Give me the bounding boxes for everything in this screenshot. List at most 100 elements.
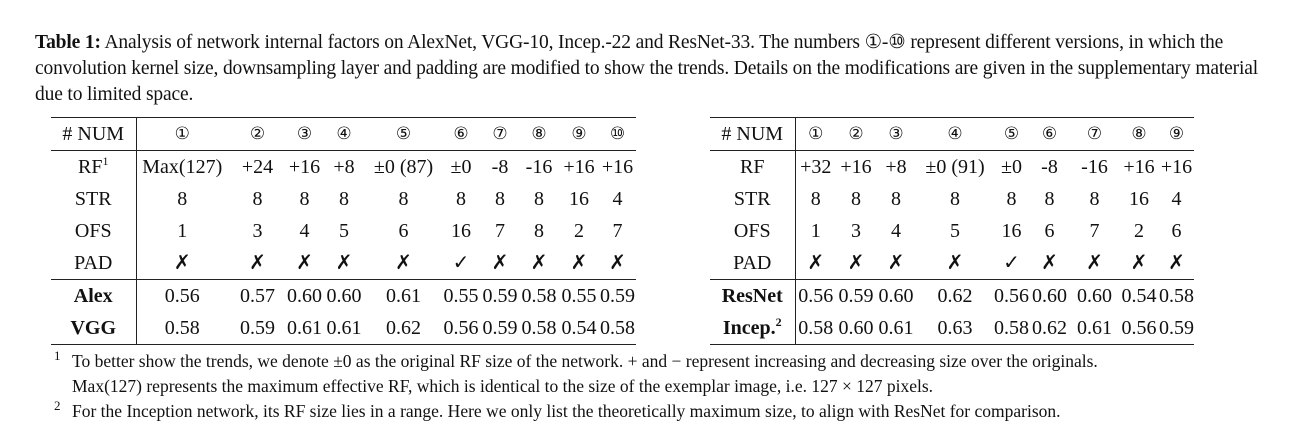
footnote: 1 To better show the trends, we denote ±0…	[52, 348, 1292, 399]
row-label-text: OFS	[733, 220, 771, 242]
table-cell: 0.60	[322, 279, 366, 312]
column-header: ②	[836, 117, 876, 151]
table-cell: 0.60	[1070, 279, 1119, 312]
table-cell: 0.56	[136, 279, 228, 312]
table-cell: 0.56	[795, 279, 836, 312]
footnote-marker: 1	[54, 348, 61, 363]
row-label-text: PAD	[74, 252, 113, 274]
column-header: ⑥	[1029, 117, 1070, 151]
table-cell: -16	[525, 156, 553, 178]
column-header: ③	[876, 117, 916, 151]
table-cell: 0.58	[519, 279, 559, 312]
table-cell: 8	[177, 188, 188, 210]
column-header: ⑩	[599, 117, 636, 151]
table-cell: 16	[451, 220, 471, 242]
table-cell: ±0	[450, 156, 472, 178]
table-cell: 8	[534, 188, 544, 210]
table-cell: 0.55	[441, 279, 481, 312]
table-cell: 8	[495, 188, 505, 210]
table-row: PAD ✗ ✗ ✗ ✗ ✗ ✓ ✗ ✗ ✗ ✗	[51, 247, 636, 280]
column-header: ⑦	[1070, 117, 1119, 151]
table-cell: 8	[1044, 188, 1055, 210]
table-cell: 0.60	[876, 279, 916, 312]
table-row: Alex 0.56 0.57 0.60 0.60 0.61 0.55 0.59 0.58 0.55…	[51, 279, 636, 312]
row-label: STR	[51, 183, 137, 215]
table-cell: 0.60	[836, 312, 876, 345]
column-header: ⑥	[441, 117, 481, 151]
footnote-line: To better show the trends, we denote ±0 …	[72, 351, 1098, 371]
row-label: STR	[710, 183, 796, 215]
table-cell: 0.63	[916, 312, 994, 345]
caption-text: Analysis of network internal factors on …	[35, 32, 1259, 105]
table-cell: ✗	[296, 252, 313, 274]
table-cell: 0.58	[519, 312, 559, 345]
table-row: VGG 0.58 0.59 0.61 0.61 0.62 0.56 0.59 0.58 0.54 0…	[51, 312, 636, 345]
row-label-text: RF	[740, 156, 765, 178]
table-cell: ±0 (87)	[373, 156, 434, 178]
table-cell: +16	[1123, 156, 1155, 178]
table-cell: 3	[252, 220, 263, 242]
table-cell: 0.61	[876, 312, 916, 345]
footnotes: 1 To better show the trends, we denote ±0…	[52, 348, 1292, 424]
row-label: PAD	[710, 247, 796, 280]
column-header: ⑦	[481, 117, 519, 151]
table-cell: 8	[891, 188, 901, 210]
table-cell: 5	[339, 220, 349, 242]
table-cell: 7	[495, 220, 505, 242]
table-cell: 0.54	[1119, 279, 1159, 312]
table-caption: Table 1: Analysis of network internal fa…	[35, 30, 1290, 108]
table-cell: ✗	[530, 252, 548, 274]
table-cell: 4	[1171, 188, 1182, 210]
table-cell: +16	[288, 156, 321, 178]
table-cell: ✗	[847, 252, 865, 274]
table-cell: 6	[1044, 220, 1055, 242]
table-cell: 1	[177, 220, 188, 242]
table-cell: Max(127)	[142, 156, 223, 178]
row-label-text: OFS	[74, 220, 112, 242]
table-cell: 0.55	[559, 279, 599, 312]
table-cell: ✗	[887, 252, 905, 274]
table-cell: 0.58	[795, 312, 836, 345]
column-header: ①	[136, 117, 228, 151]
header-label: # NUM	[51, 117, 137, 151]
row-label: VGG	[51, 312, 137, 345]
table-cell: 8	[252, 188, 263, 210]
table-cell: 8	[851, 188, 861, 210]
table-cell: 0.56	[994, 279, 1029, 312]
table-cell: 0.59	[481, 279, 519, 312]
table-cell: 0.59	[599, 279, 636, 312]
table-row: Incep.2 0.58 0.60 0.61 0.63 0.58 0.62 0.61 0.56 0…	[710, 312, 1194, 345]
table-row: PAD ✗ ✗ ✗ ✗ ✓ ✗ ✗ ✗ ✗	[710, 247, 1194, 280]
table-cell: 0.59	[836, 279, 876, 312]
header-row: # NUM ① ② ③ ④ ⑤ ⑥ ⑦ ⑧ ⑨ ⑩	[51, 117, 636, 151]
table-cell: 0.57	[228, 279, 287, 312]
table-cell: ✗	[946, 252, 964, 274]
table-cell: 8	[810, 188, 821, 210]
table-cell: +8	[333, 156, 355, 178]
column-header: ⑤	[994, 117, 1029, 151]
table-cell: ✗	[395, 252, 412, 274]
row-label: OFS	[51, 215, 137, 247]
row-label: Incep.2	[710, 312, 796, 345]
table-cell: +16	[563, 156, 595, 178]
table-cell: 0.62	[916, 279, 994, 312]
table-cell: -8	[1041, 156, 1058, 178]
table-cell: 0.58	[1159, 279, 1194, 312]
table-cell: 1	[810, 220, 821, 242]
column-header: ④	[916, 117, 994, 151]
table-cell: 8	[299, 188, 310, 210]
table-cell: 2	[574, 220, 584, 242]
table-cell: 16	[1001, 220, 1022, 242]
row-label: RF	[710, 150, 796, 183]
table-cell: 8	[339, 188, 349, 210]
table-cell: 16	[1129, 188, 1149, 210]
table-row: OFS 1 3 4 5 16 6 7 2 6	[710, 215, 1194, 247]
footnote: 2 For the Inception network, its RF size …	[52, 398, 1292, 424]
table-cell: ✗	[807, 252, 825, 274]
table-cell: 0.56	[441, 312, 481, 345]
table-cell: 16	[569, 188, 589, 210]
table-cell: 0.59	[1159, 312, 1194, 345]
table-cell: 0.58	[136, 312, 228, 345]
table-cell: -8	[491, 156, 509, 178]
table-cell: 8	[950, 188, 960, 210]
